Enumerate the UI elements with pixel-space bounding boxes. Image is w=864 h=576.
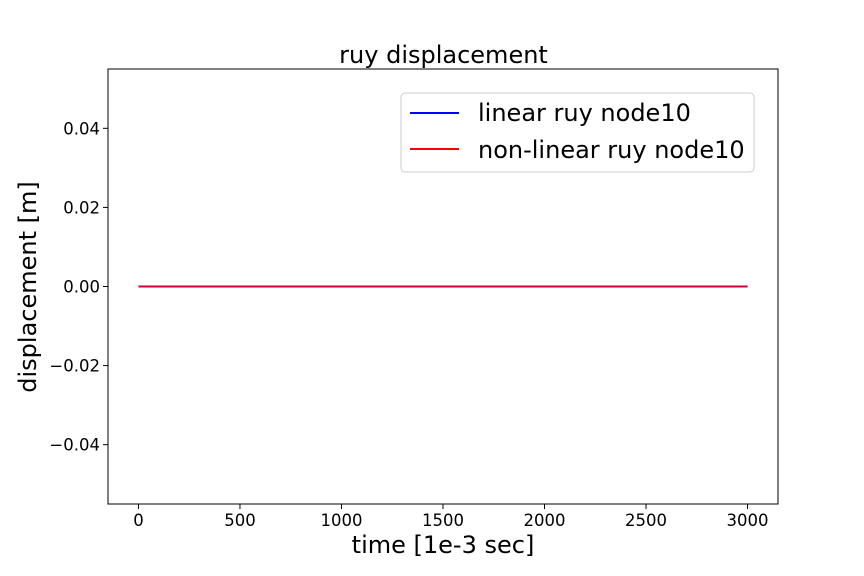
y-axis-ticks: −0.04 −0.02 0.00 0.02 0.04 — [49, 119, 108, 455]
legend-label-linear: linear ruy node10 — [478, 99, 691, 127]
chart-title: ruy displacement — [339, 41, 548, 69]
x-tick-label: 1000 — [320, 511, 362, 530]
x-axis-label: time [1e-3 sec] — [352, 531, 535, 559]
legend-label-nonlinear: non-linear ruy node10 — [478, 136, 745, 164]
legend-box — [400, 92, 755, 173]
x-tick-label: 500 — [224, 511, 256, 530]
y-tick-label: −0.04 — [49, 436, 100, 455]
y-axis-label: displacement [m] — [14, 181, 42, 392]
y-tick-label: 0.00 — [63, 278, 100, 297]
plot-frame — [107, 68, 779, 505]
x-tick-label: 2500 — [625, 511, 667, 530]
x-tick-label: 1500 — [422, 511, 464, 530]
x-tick-label: 0 — [133, 511, 144, 530]
y-tick-label: 0.02 — [63, 198, 100, 217]
x-tick-label: 2000 — [524, 511, 566, 530]
y-tick-label: 0.04 — [63, 119, 100, 138]
x-tick-label: 3000 — [727, 511, 769, 530]
y-tick-label: −0.02 — [49, 357, 100, 376]
x-axis-ticks: 0 500 1000 1500 2000 2500 3000 — [133, 504, 769, 530]
legend: linear ruy node10 non-linear ruy node10 — [400, 92, 755, 173]
